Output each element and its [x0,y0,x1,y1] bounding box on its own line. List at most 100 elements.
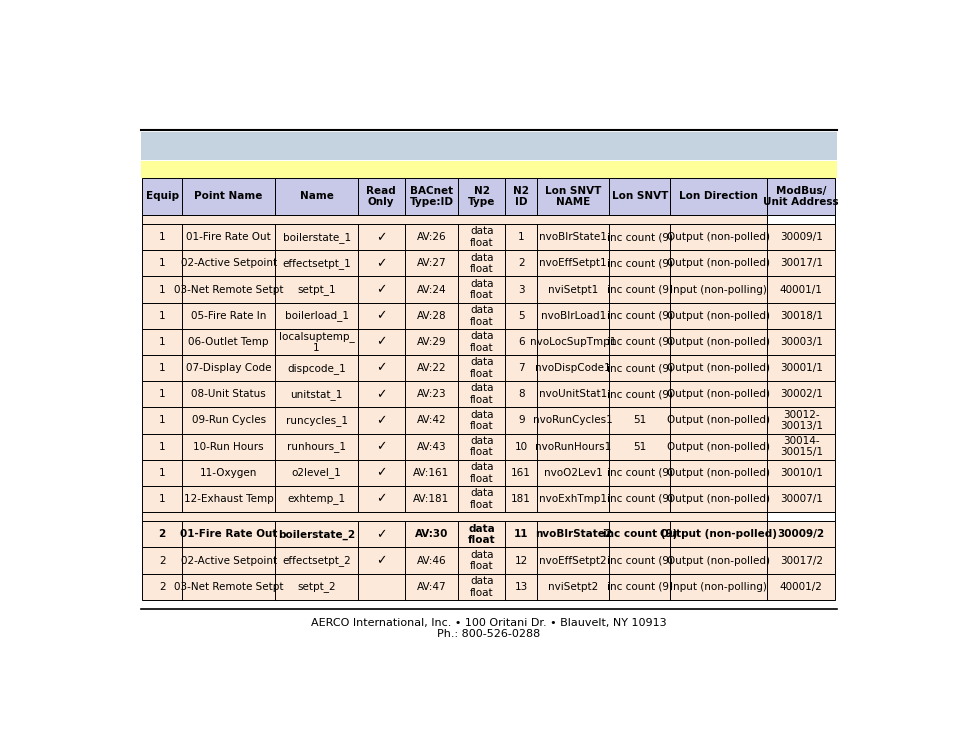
Bar [142,178,182,215]
Text: data
float: data float [470,252,493,274]
Text: 51: 51 [633,415,645,425]
Text: data
float: data float [470,357,493,379]
Text: AV:181: AV:181 [413,494,449,504]
Bar [142,512,766,521]
Text: 10: 10 [514,441,527,452]
Text: ✓: ✓ [375,492,386,506]
Bar [142,381,835,407]
Text: ✓: ✓ [375,554,386,567]
Text: 30002/1: 30002/1 [779,389,821,399]
Text: data
float: data float [470,576,493,598]
Text: ✓: ✓ [375,231,386,244]
Text: Lon SNVT: Lon SNVT [611,191,667,201]
Text: nvoBlrLoad1: nvoBlrLoad1 [540,311,605,321]
Text: inc count (9): inc count (9) [606,337,672,347]
Text: 02-Active Setpoint: 02-Active Setpoint [180,258,276,269]
Text: inc count (9): inc count (9) [606,285,672,294]
Text: 30001/1: 30001/1 [779,363,821,373]
Text: Point Name: Point Name [194,191,263,201]
Text: inc count (9): inc count (9) [606,582,672,592]
Text: AV:30: AV:30 [415,529,448,539]
Text: nvoBlrState2: nvoBlrState2 [535,529,611,539]
Text: Output (non-polled): Output (non-polled) [666,389,769,399]
Text: setpt_1: setpt_1 [297,284,335,295]
Text: nvoDispCode1: nvoDispCode1 [535,363,611,373]
Bar [537,178,609,215]
Text: 7: 7 [517,363,524,373]
Text: nvoLocSupTmp1: nvoLocSupTmp1 [530,337,616,347]
Text: Output (non-polled): Output (non-polled) [666,232,769,242]
Text: 30018/1: 30018/1 [779,311,821,321]
Text: boilerload_1: boilerload_1 [284,310,348,321]
Bar [142,573,835,600]
Text: 11-Oxygen: 11-Oxygen [200,468,257,477]
Text: Output (non-polled): Output (non-polled) [666,258,769,269]
Text: inc count (9): inc count (9) [606,258,672,269]
Text: 1: 1 [159,363,166,373]
Text: dispcode_1: dispcode_1 [287,362,346,373]
Text: 2: 2 [517,258,524,269]
Text: unitstat_1: unitstat_1 [290,389,342,400]
Text: inc count (9): inc count (9) [606,556,672,565]
Text: AV:43: AV:43 [416,441,446,452]
Text: inc count (9): inc count (9) [606,468,672,477]
Text: 1: 1 [159,232,166,242]
Text: 12: 12 [514,556,527,565]
Text: inc count (9): inc count (9) [606,389,672,399]
Text: 1: 1 [159,337,166,347]
Text: inc count (9): inc count (9) [606,494,672,504]
Bar [142,460,835,486]
Text: exhtemp_1: exhtemp_1 [287,494,345,505]
Text: N2
Type: N2 Type [468,185,495,207]
Text: 30017/2: 30017/2 [779,556,821,565]
Text: 06-Outlet Temp: 06-Outlet Temp [188,337,269,347]
Text: inc count (9): inc count (9) [606,311,672,321]
Text: setpt_2: setpt_2 [297,582,335,592]
Text: nvoExhTmp1: nvoExhTmp1 [538,494,607,504]
Text: BACnet
Type:ID: BACnet Type:ID [409,185,453,207]
Text: data
float: data float [470,305,493,326]
Bar [275,178,357,215]
Text: 2: 2 [159,582,166,592]
Text: 2: 2 [159,556,166,565]
Bar [142,407,835,433]
Bar [142,250,835,277]
Bar [766,178,835,215]
Text: Output (non-polled): Output (non-polled) [666,415,769,425]
Text: 3: 3 [517,285,524,294]
Text: Output (non-polled): Output (non-polled) [666,363,769,373]
Text: ✓: ✓ [375,283,386,296]
Text: Output (non-polled): Output (non-polled) [666,441,769,452]
Bar [141,161,836,178]
Text: ✓: ✓ [375,528,386,541]
Text: nvoEffSetpt1: nvoEffSetpt1 [538,258,606,269]
Text: 1: 1 [517,232,524,242]
Text: 11: 11 [514,529,528,539]
Text: data
float: data float [470,279,493,300]
Text: ✓: ✓ [375,387,386,401]
Text: 40001/2: 40001/2 [779,582,821,592]
Bar [142,521,835,548]
Text: ✓: ✓ [375,362,386,375]
Bar [504,178,537,215]
Bar [142,329,835,355]
Text: AV:47: AV:47 [416,582,446,592]
Text: 1: 1 [159,494,166,504]
Text: data
float: data float [470,227,493,248]
Text: Lon SNVT
NAME: Lon SNVT NAME [544,185,600,207]
Text: 30012-
30013/1: 30012- 30013/1 [779,410,821,431]
Text: 05-Fire Rate In: 05-Fire Rate In [191,311,266,321]
Text: inc count (9): inc count (9) [606,363,672,373]
Bar [142,224,835,250]
Text: 09-Run Cycles: 09-Run Cycles [192,415,266,425]
Bar [142,355,835,381]
Text: 30014-
30015/1: 30014- 30015/1 [779,436,821,458]
Text: runhours_1: runhours_1 [287,441,346,452]
Text: 02-Active Setpoint: 02-Active Setpoint [180,556,276,565]
Text: 6: 6 [517,337,524,347]
Bar [142,548,835,573]
Text: runcycles_1: runcycles_1 [285,415,347,426]
Bar [182,178,275,215]
Bar [142,486,835,512]
Text: AERCO International, Inc. • 100 Oritani Dr. • Blauvelt, NY 10913: AERCO International, Inc. • 100 Oritani … [311,618,666,628]
